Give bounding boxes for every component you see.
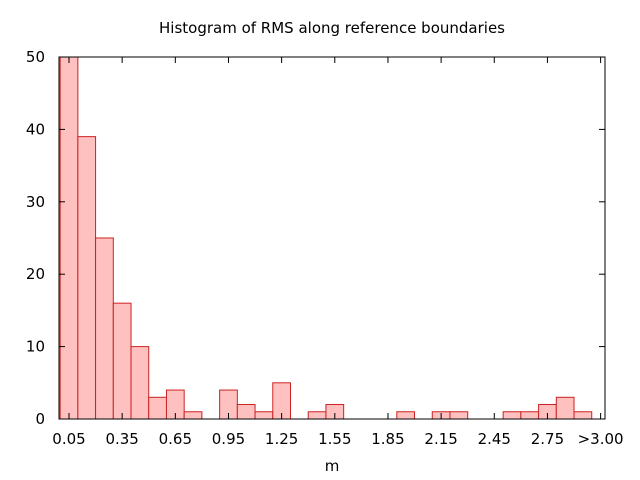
x-tick-label: 0.65 bbox=[159, 430, 192, 448]
x-tick-label: 0.35 bbox=[105, 430, 138, 448]
x-tick-label: 2.75 bbox=[531, 430, 564, 448]
x-tick-label: 1.85 bbox=[371, 430, 404, 448]
y-tick-label: 10 bbox=[26, 338, 45, 356]
x-tick-label: 1.55 bbox=[318, 430, 351, 448]
histogram-bar bbox=[520, 411, 540, 420]
x-tick-label: 2.45 bbox=[478, 430, 511, 448]
chart-title: Histogram of RMS along reference boundar… bbox=[159, 19, 505, 37]
histogram-bar bbox=[77, 136, 97, 420]
x-tick-label: 0.95 bbox=[212, 430, 245, 448]
x-tick-label: >3.00 bbox=[578, 430, 624, 448]
x-tick-label: 0.05 bbox=[52, 430, 85, 448]
y-tick-label: 0 bbox=[35, 410, 45, 428]
histogram-bar bbox=[112, 302, 132, 420]
histogram-bar bbox=[573, 411, 593, 420]
histogram-bar bbox=[502, 411, 522, 420]
histogram-bar bbox=[449, 411, 469, 420]
histogram-bar bbox=[95, 237, 114, 420]
bars-group bbox=[59, 56, 593, 420]
y-ticks-group: 0 10 20 30 40 50 bbox=[26, 48, 605, 428]
histogram-bar bbox=[130, 346, 150, 420]
y-tick-label: 40 bbox=[26, 120, 45, 138]
y-tick-label: 20 bbox=[26, 265, 45, 283]
histogram-bar bbox=[555, 396, 575, 420]
y-tick-label: 30 bbox=[26, 193, 45, 211]
histogram-bar bbox=[59, 56, 79, 420]
plot-area: 0 10 20 30 40 50 0.05 0.35 0.65 0.95 1.25 1.55 1.85… bbox=[26, 48, 624, 448]
x-axis-label: m bbox=[325, 457, 340, 475]
histogram-bar bbox=[183, 411, 203, 420]
histogram-bar bbox=[236, 404, 256, 420]
x-ticks-group: 0.05 0.35 0.65 0.95 1.25 1.55 1.85 2.15 2.45 2.75… bbox=[52, 57, 624, 448]
histogram-bar bbox=[396, 411, 416, 420]
plot-frame bbox=[58, 56, 606, 420]
histogram-bar bbox=[148, 396, 167, 420]
histogram-bar bbox=[307, 411, 327, 420]
x-tick-label: 1.25 bbox=[265, 430, 298, 448]
histogram-bar bbox=[254, 411, 274, 420]
y-tick-label: 50 bbox=[26, 48, 45, 66]
x-tick-label: 2.15 bbox=[424, 430, 457, 448]
